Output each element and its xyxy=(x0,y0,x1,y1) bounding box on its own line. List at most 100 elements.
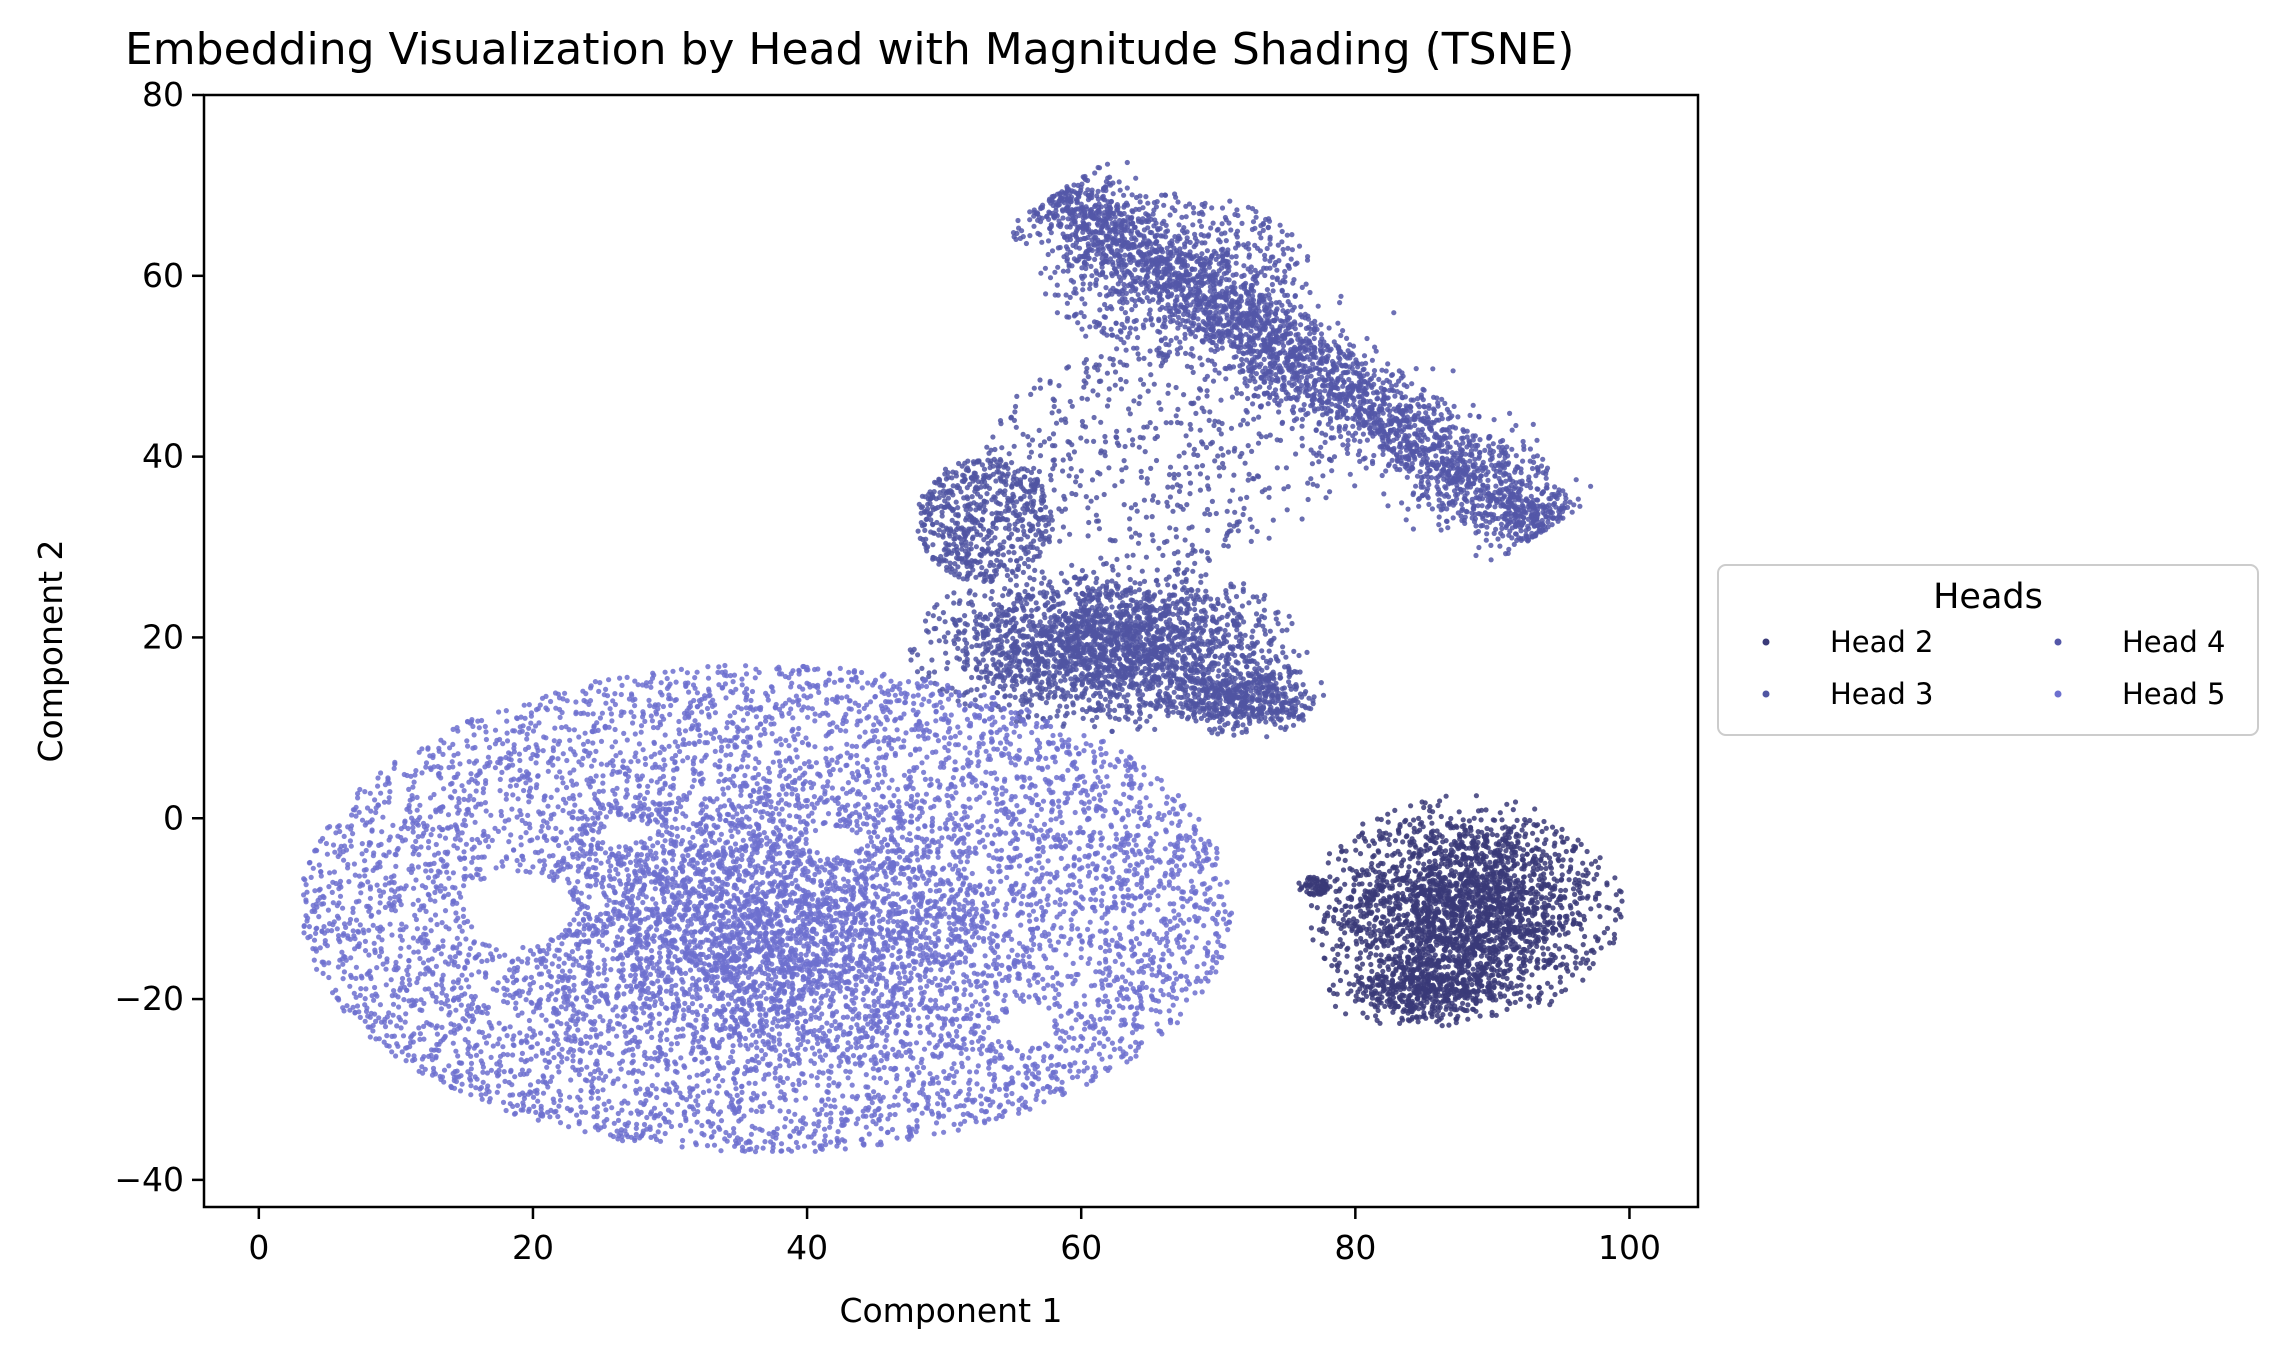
scatter-point xyxy=(1319,942,1325,948)
scatter-point xyxy=(1069,562,1075,568)
scatter-point xyxy=(1020,626,1026,632)
scatter-point xyxy=(1407,842,1413,848)
scatter-point xyxy=(1342,857,1348,864)
scatter-point xyxy=(1175,599,1181,605)
scatter-point xyxy=(1448,871,1454,877)
scatter-point xyxy=(1384,918,1391,924)
scatter-point xyxy=(1553,829,1559,835)
scatter-point xyxy=(1512,928,1518,934)
scatter-point xyxy=(1552,943,1558,949)
scatter-point xyxy=(1381,941,1387,947)
scatter-point xyxy=(1007,693,1013,699)
scatter-point xyxy=(1112,715,1118,721)
scatter-point xyxy=(1415,996,1421,1002)
scatter-point xyxy=(1065,690,1071,696)
scatter-point xyxy=(1457,899,1463,905)
scatter-point xyxy=(1250,628,1256,634)
scatter-point xyxy=(1376,849,1382,855)
scatter-point xyxy=(1123,698,1130,704)
scatter-point xyxy=(1334,962,1340,968)
scatter-point xyxy=(1478,898,1484,904)
scatter-point xyxy=(1157,589,1163,595)
scatter-point xyxy=(1427,814,1433,820)
scatter-point xyxy=(1215,673,1221,679)
scatter-point xyxy=(1024,634,1030,640)
scatter-point xyxy=(1580,977,1586,983)
scatter-point xyxy=(1489,1012,1495,1019)
scatter-point xyxy=(1452,995,1459,1001)
scatter-point xyxy=(1359,881,1365,887)
scatter-point xyxy=(1426,922,1432,928)
scatter-point xyxy=(1303,881,1309,887)
scatter-point xyxy=(957,617,963,623)
scatter-point xyxy=(1433,840,1439,846)
scatter-point xyxy=(1413,844,1419,850)
scatter-point xyxy=(1453,894,1459,900)
scatter-point xyxy=(1535,965,1541,971)
scatter-point xyxy=(1416,1006,1422,1012)
scatter-point xyxy=(1559,961,1565,967)
scatter-point xyxy=(1617,888,1623,894)
scatter-point xyxy=(1353,931,1359,937)
scatter-point xyxy=(1455,956,1462,962)
scatter-point xyxy=(1217,626,1223,632)
scatter-point xyxy=(1401,943,1407,949)
scatter-point xyxy=(1470,839,1477,845)
scatter-point xyxy=(1250,651,1256,657)
scatter-point xyxy=(968,687,974,693)
scatter-point xyxy=(1463,926,1470,932)
scatter-point xyxy=(1480,880,1486,887)
scatter-point xyxy=(1540,882,1546,888)
scatter-point xyxy=(1039,580,1045,586)
scatter-point xyxy=(1504,911,1511,917)
scatter-point xyxy=(1333,888,1339,895)
scatter-point xyxy=(1491,907,1497,913)
scatter-point xyxy=(1486,956,1492,962)
scatter-point xyxy=(1401,897,1407,903)
scatter-point xyxy=(1165,713,1171,719)
scatter-point xyxy=(1342,881,1348,887)
scatter-point xyxy=(1443,793,1449,799)
scatter-point xyxy=(1517,975,1523,981)
scatter-point xyxy=(1102,636,1108,643)
scatter-point xyxy=(1415,947,1421,954)
scatter-point xyxy=(1448,987,1454,993)
scatter-point xyxy=(1072,612,1079,618)
scatter-point xyxy=(1421,900,1427,906)
scatter-point xyxy=(1354,964,1360,970)
scatter-point xyxy=(1459,963,1465,969)
scatter-point xyxy=(1357,908,1364,914)
scatter-point xyxy=(1414,934,1420,940)
scatter-point xyxy=(1119,602,1125,609)
scatter-point xyxy=(961,630,967,636)
scatter-point xyxy=(1357,851,1364,857)
scatter-point xyxy=(1340,867,1347,873)
scatter-point xyxy=(1325,913,1331,919)
scatter-point xyxy=(1373,902,1379,909)
scatter-point xyxy=(936,616,942,622)
scatter-point xyxy=(1465,969,1471,975)
scatter-point xyxy=(1367,881,1373,888)
scatter-point xyxy=(1174,676,1180,682)
scatter-point xyxy=(1550,905,1556,911)
scatter-point xyxy=(1409,1000,1415,1007)
scatter-point xyxy=(1225,632,1232,638)
scatter-point xyxy=(1275,621,1281,627)
scatter-point xyxy=(1460,936,1466,943)
scatter-point xyxy=(1460,969,1466,975)
scatter-point xyxy=(1456,831,1462,838)
scatter-point xyxy=(1418,920,1424,926)
scatter-point xyxy=(1432,850,1438,857)
scatter-point xyxy=(1154,577,1160,584)
scatter-point xyxy=(996,623,1002,630)
scatter-point xyxy=(1246,600,1252,606)
scatter-point xyxy=(1416,983,1422,989)
scatter-point xyxy=(1531,907,1537,914)
scatter-point xyxy=(1530,948,1536,954)
scatter-point xyxy=(1004,638,1010,644)
scatter-point xyxy=(1495,903,1502,909)
scatter-point xyxy=(1090,586,1096,592)
scatter-point xyxy=(1573,965,1579,971)
scatter-point xyxy=(1451,838,1457,845)
scatter-point xyxy=(1340,916,1346,923)
